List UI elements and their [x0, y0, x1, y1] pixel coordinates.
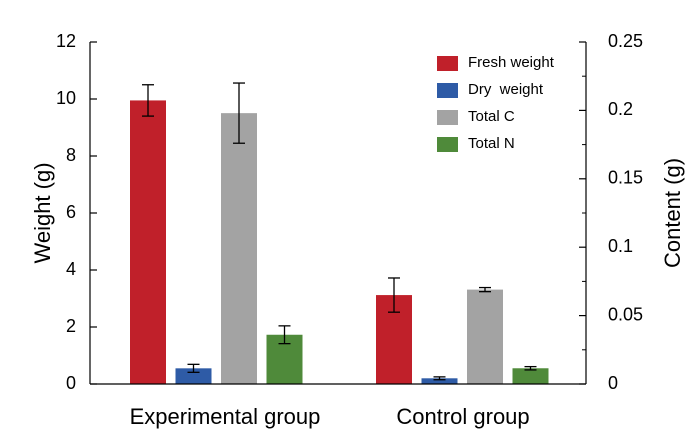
error-bar-dry-weight-0: [187, 363, 200, 373]
legend-swatch-1: [437, 83, 458, 98]
legend: Fresh weight Dry weight Total C Total N: [437, 54, 555, 152]
y-tick-label-2: 4: [66, 259, 76, 279]
y2-tick-label-0: 0: [608, 373, 618, 393]
bar-dry-weight-0: [175, 368, 212, 384]
bar-total-c-0: [221, 113, 257, 385]
y-tick-label-1: 2: [66, 316, 76, 336]
bars-layer: [130, 100, 549, 385]
ticks-layer: 0 2 4 6 8 10 12 0 0.05 0.1 0.15 0.2 0.25: [56, 31, 643, 393]
y2-tick-label-3: 0.15: [608, 168, 643, 188]
legend-label-3: Total N: [468, 135, 515, 152]
y2-axis-title: Content (g): [660, 158, 685, 268]
error-bars-layer: [142, 82, 537, 381]
y2-tick-label-2: 0.1: [608, 236, 633, 256]
error-bar-fresh-weight-0: [142, 84, 154, 117]
category-label-experimental: Experimental group: [130, 404, 321, 429]
legend-label-1: Dry weight: [468, 81, 544, 98]
y-tick-label-5: 10: [56, 88, 76, 108]
y2-tick-label-5: 0.25: [608, 31, 643, 51]
legend-label-0: Fresh weight: [468, 54, 555, 71]
bar-dry-weight-1: [421, 378, 458, 384]
y-tick-label-3: 6: [66, 202, 76, 222]
y-axis-title: Weight (g): [30, 162, 55, 263]
y2-tick-label-4: 0.2: [608, 99, 633, 119]
legend-swatch-0: [437, 56, 458, 71]
legend-label-2: Total C: [468, 108, 515, 125]
category-label-control: Control group: [396, 404, 529, 429]
bar-fresh-weight-0: [130, 100, 166, 385]
y-tick-label-4: 8: [66, 145, 76, 165]
legend-swatch-3: [437, 137, 458, 152]
error-bar-total-n-0: [278, 325, 291, 345]
error-bar-dry-weight-1: [433, 376, 446, 381]
y-tick-label-6: 12: [56, 31, 76, 51]
error-bar-total-c-0: [233, 82, 245, 144]
bar-total-c-1: [467, 289, 503, 384]
error-bar-total-c-1: [479, 286, 491, 293]
y-tick-label-0: 0: [66, 373, 76, 393]
y2-tick-label-1: 0.05: [608, 304, 643, 324]
error-bar-fresh-weight-1: [388, 277, 400, 313]
bar-total-n-1: [512, 368, 549, 384]
legend-swatch-2: [437, 110, 458, 125]
error-bar-total-n-1: [524, 365, 537, 371]
